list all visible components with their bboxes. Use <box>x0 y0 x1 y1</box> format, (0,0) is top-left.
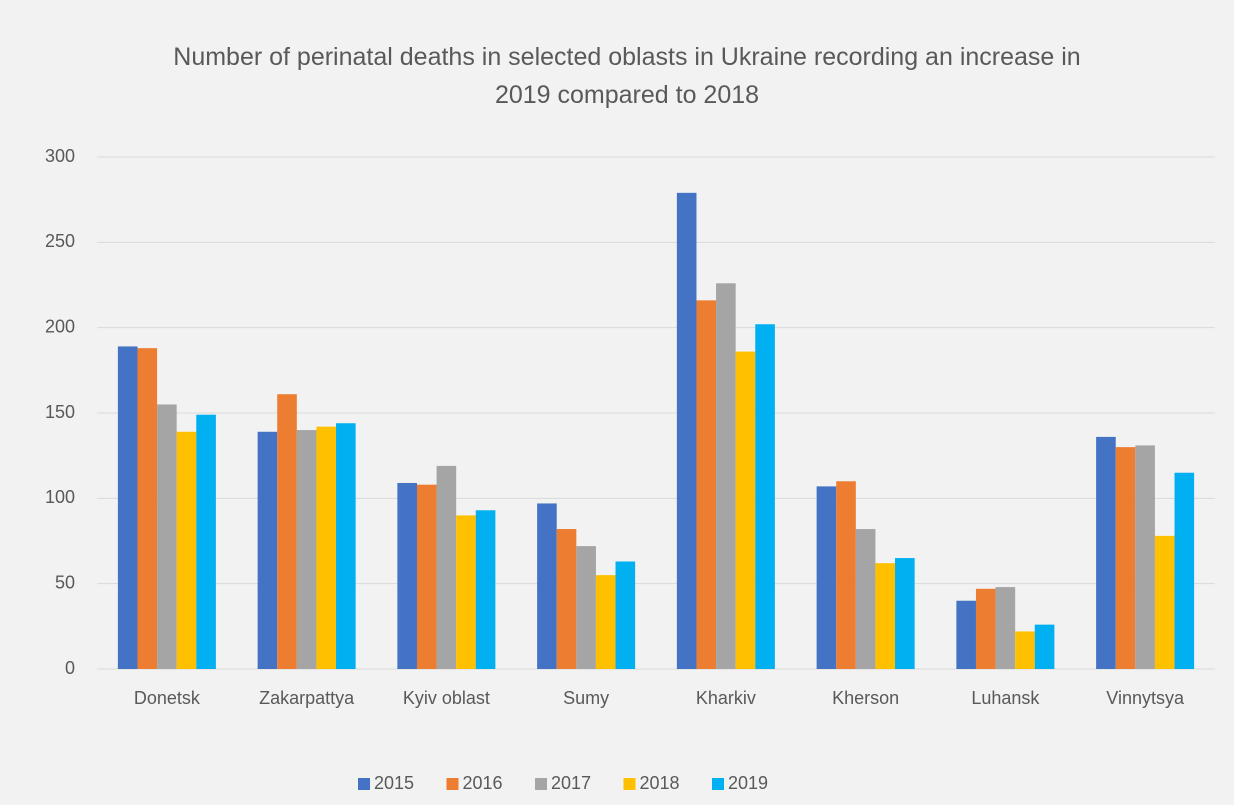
bar <box>336 423 356 669</box>
bar <box>137 348 158 669</box>
bar <box>875 563 896 669</box>
bar <box>696 300 717 669</box>
y-tick-label: 150 <box>45 402 75 422</box>
bar <box>1015 631 1035 669</box>
x-tick-label: Vinnytsya <box>1106 688 1185 708</box>
y-tick-label: 50 <box>55 572 75 592</box>
bar <box>196 414 216 669</box>
bar <box>157 404 177 669</box>
bar <box>895 558 915 669</box>
bar <box>676 192 697 669</box>
bar <box>397 482 417 669</box>
bar <box>1115 447 1136 669</box>
bar <box>316 426 337 669</box>
y-tick-label: 250 <box>45 231 75 251</box>
y-tick-label: 0 <box>65 658 75 678</box>
bar <box>816 486 837 669</box>
bar <box>576 546 596 669</box>
bar <box>456 515 476 669</box>
chart-title: Number of perinatal deaths in selected o… <box>173 43 1081 109</box>
x-tick-label: Luhansk <box>971 688 1040 708</box>
legend-swatch <box>358 778 370 790</box>
bar <box>975 588 996 669</box>
bar <box>176 431 197 669</box>
bar <box>995 587 1016 669</box>
bar <box>537 503 557 669</box>
legend-label: 2019 <box>728 773 768 793</box>
legend-label: 2018 <box>640 773 680 793</box>
bar <box>556 529 577 669</box>
bar <box>436 465 457 669</box>
legend-swatch <box>623 778 636 790</box>
bar <box>1135 445 1155 669</box>
bar <box>117 346 138 669</box>
bar <box>277 394 297 669</box>
bar <box>475 510 496 669</box>
x-tick-label: Sumy <box>563 688 609 708</box>
legend-label: 2016 <box>463 773 503 793</box>
bar <box>595 575 616 669</box>
bar <box>296 430 317 669</box>
bar <box>1096 436 1116 669</box>
bar <box>615 561 636 669</box>
bar <box>956 600 976 669</box>
bar <box>1154 535 1175 669</box>
y-tick-label: 200 <box>45 316 75 336</box>
x-tick-label: Kharkiv <box>696 688 756 708</box>
legend-swatch <box>535 778 547 790</box>
y-tick-label: 100 <box>45 487 75 507</box>
legend-swatch <box>446 778 459 790</box>
bar <box>836 481 856 669</box>
x-tick-label: Zakarpattya <box>259 688 355 708</box>
bar <box>1034 624 1055 669</box>
x-tick-label: Donetsk <box>134 688 201 708</box>
bar <box>1174 472 1195 669</box>
legend-label: 2015 <box>374 773 414 793</box>
bar <box>735 351 756 669</box>
bar <box>257 431 278 669</box>
legend-swatch <box>712 778 724 790</box>
x-tick-label: Kyiv oblast <box>403 688 490 708</box>
x-tick-label: Kherson <box>832 688 899 708</box>
bar <box>416 484 437 669</box>
bar <box>716 283 736 669</box>
legend-label: 2017 <box>551 773 591 793</box>
bar <box>755 324 775 669</box>
y-tick-label: 300 <box>45 146 75 166</box>
bar <box>855 529 876 669</box>
